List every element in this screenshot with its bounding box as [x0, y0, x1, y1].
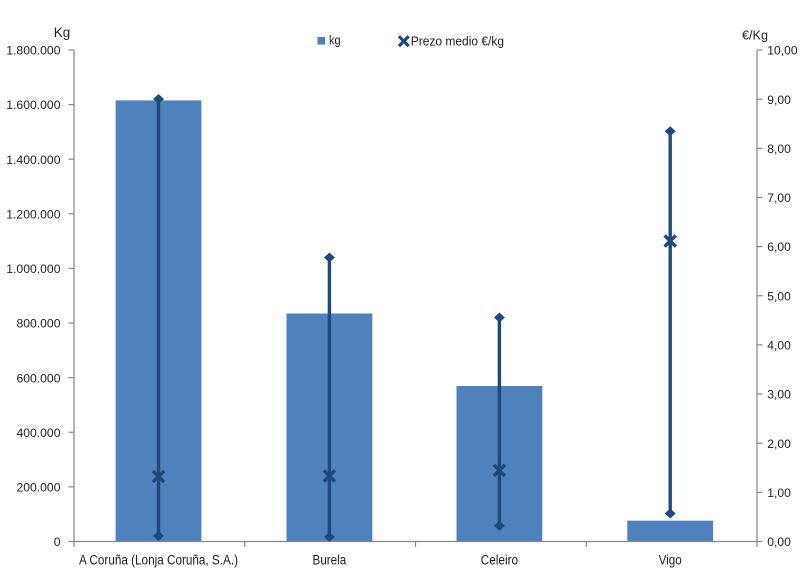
svg-text:A Coruña (Lonja Coruña, S.A.): A Coruña (Lonja Coruña, S.A.): [79, 552, 238, 567]
svg-text:Kg: Kg: [54, 25, 71, 40]
svg-text:Burela: Burela: [313, 552, 347, 567]
svg-text:7,00: 7,00: [767, 191, 791, 205]
svg-text:Prezo medio €/kg: Prezo medio €/kg: [411, 35, 504, 49]
svg-text:2,00: 2,00: [767, 437, 791, 451]
svg-text:600.000: 600.000: [16, 371, 60, 385]
svg-text:kg: kg: [329, 34, 341, 48]
svg-text:400.000: 400.000: [16, 426, 60, 440]
svg-text:800.000: 800.000: [16, 317, 60, 331]
svg-text:Celeiro: Celeiro: [481, 552, 519, 567]
svg-text:3,00: 3,00: [767, 388, 791, 402]
svg-text:5,00: 5,00: [767, 289, 791, 303]
svg-text:1.800.000: 1.800.000: [6, 44, 60, 58]
svg-text:0: 0: [54, 535, 61, 549]
svg-text:9,00: 9,00: [767, 93, 791, 107]
svg-text:8,00: 8,00: [767, 142, 791, 156]
svg-text:1,00: 1,00: [767, 486, 791, 500]
svg-text:10,00: 10,00: [767, 44, 798, 58]
svg-text:6,00: 6,00: [767, 240, 791, 254]
svg-text:4,00: 4,00: [767, 339, 791, 353]
svg-text:1.200.000: 1.200.000: [6, 207, 60, 221]
svg-text:0,00: 0,00: [767, 535, 791, 549]
svg-text:Vigo: Vigo: [659, 552, 682, 567]
svg-text:€/Kg: €/Kg: [742, 28, 768, 43]
svg-text:1.400.000: 1.400.000: [6, 153, 60, 167]
svg-text:1.000.000: 1.000.000: [6, 262, 60, 276]
svg-text:200.000: 200.000: [16, 481, 60, 495]
svg-text:1.600.000: 1.600.000: [6, 98, 60, 112]
